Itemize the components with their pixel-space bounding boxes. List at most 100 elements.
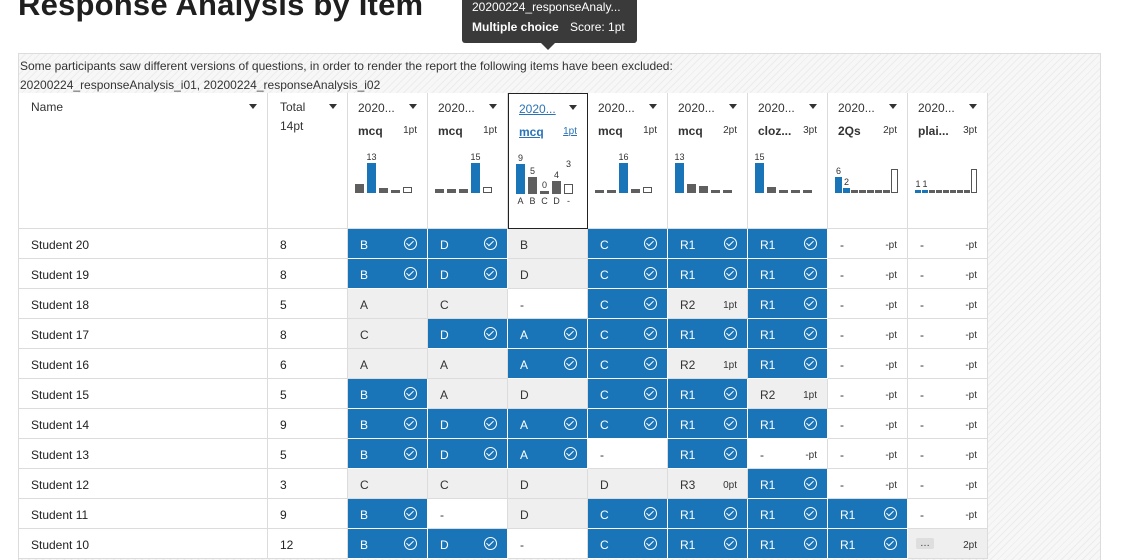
- response-cell[interactable]: C: [588, 259, 668, 289]
- response-cell[interactable]: C: [588, 379, 668, 409]
- response-cell[interactable]: D: [428, 319, 508, 349]
- response-cell[interactable]: C: [588, 499, 668, 529]
- response-cell[interactable]: R2 1pt: [668, 289, 748, 319]
- response-cell[interactable]: -: [588, 439, 668, 469]
- response-cell[interactable]: - -pt: [828, 379, 908, 409]
- item-title[interactable]: 2020...: [838, 101, 875, 115]
- response-cell[interactable]: R1: [828, 529, 908, 559]
- response-cell[interactable]: R2 1pt: [748, 379, 828, 409]
- item-title[interactable]: 2020...: [758, 101, 795, 115]
- name-column-header[interactable]: Name: [18, 93, 268, 229]
- response-cell[interactable]: A: [508, 349, 588, 379]
- response-cell[interactable]: R3 0pt: [668, 469, 748, 499]
- response-cell[interactable]: A: [508, 319, 588, 349]
- chevron-down-icon[interactable]: [809, 104, 817, 109]
- response-cell[interactable]: R1: [748, 289, 828, 319]
- response-cell[interactable]: B: [348, 229, 428, 259]
- response-cell[interactable]: B: [348, 499, 428, 529]
- response-cell[interactable]: - -pt: [908, 349, 988, 379]
- response-cell[interactable]: C: [588, 289, 668, 319]
- response-cell[interactable]: D: [508, 499, 588, 529]
- response-cell[interactable]: - -pt: [748, 439, 828, 469]
- response-cell[interactable]: R1: [668, 439, 748, 469]
- response-cell[interactable]: D: [588, 469, 668, 499]
- response-cell[interactable]: - -pt: [908, 229, 988, 259]
- response-cell[interactable]: D: [428, 529, 508, 559]
- item-column-header[interactable]: 2020... mcq 1pt 9 A 5 B 0 C 4 D 3 -: [508, 93, 588, 229]
- response-cell[interactable]: - -pt: [908, 499, 988, 529]
- response-cell[interactable]: A: [348, 289, 428, 319]
- response-cell[interactable]: - -pt: [828, 319, 908, 349]
- response-cell[interactable]: C: [588, 529, 668, 559]
- item-column-header[interactable]: 2020... mcq 1pt 16: [588, 93, 668, 229]
- item-title[interactable]: 2020...: [678, 101, 715, 115]
- response-cell[interactable]: C: [588, 409, 668, 439]
- response-cell[interactable]: R1: [668, 319, 748, 349]
- response-cell[interactable]: - -pt: [908, 439, 988, 469]
- response-cell[interactable]: A: [508, 409, 588, 439]
- response-cell[interactable]: R1: [748, 409, 828, 439]
- response-cell[interactable]: A: [428, 349, 508, 379]
- item-column-header[interactable]: 2020... mcq 1pt 13: [348, 93, 428, 229]
- more-options-icon[interactable]: …: [916, 538, 934, 549]
- response-cell[interactable]: B: [348, 439, 428, 469]
- item-title[interactable]: 2020...: [519, 102, 556, 116]
- response-cell[interactable]: R1: [828, 499, 908, 529]
- chevron-down-icon[interactable]: [889, 104, 897, 109]
- response-cell[interactable]: R1: [748, 319, 828, 349]
- response-cell[interactable]: B: [348, 409, 428, 439]
- response-cell[interactable]: - -pt: [828, 409, 908, 439]
- response-cell[interactable]: R1: [748, 259, 828, 289]
- response-cell[interactable]: R1: [748, 229, 828, 259]
- response-cell[interactable]: - -pt: [908, 409, 988, 439]
- response-cell[interactable]: C: [348, 469, 428, 499]
- response-cell[interactable]: R1: [668, 259, 748, 289]
- response-cell[interactable]: - -pt: [828, 259, 908, 289]
- item-title[interactable]: 2020...: [358, 101, 395, 115]
- chevron-down-icon[interactable]: [569, 105, 577, 110]
- item-title[interactable]: 2020...: [598, 101, 635, 115]
- response-cell[interactable]: D: [428, 259, 508, 289]
- response-cell[interactable]: R1: [668, 229, 748, 259]
- response-cell[interactable]: - -pt: [828, 349, 908, 379]
- response-cell[interactable]: -: [508, 529, 588, 559]
- total-column-header[interactable]: Total 14pt: [268, 93, 348, 229]
- chevron-down-icon[interactable]: [409, 104, 417, 109]
- response-cell[interactable]: -: [508, 289, 588, 319]
- response-cell[interactable]: -: [428, 499, 508, 529]
- response-cell[interactable]: D: [428, 229, 508, 259]
- chevron-down-icon[interactable]: [329, 104, 337, 109]
- response-cell[interactable]: - -pt: [828, 289, 908, 319]
- response-cell[interactable]: C: [588, 229, 668, 259]
- response-cell[interactable]: R1: [748, 469, 828, 499]
- response-cell[interactable]: A: [348, 349, 428, 379]
- response-cell[interactable]: R1: [668, 499, 748, 529]
- item-column-header[interactable]: 2020... mcq 1pt 15: [428, 93, 508, 229]
- response-cell[interactable]: - -pt: [908, 259, 988, 289]
- response-cell[interactable]: C: [588, 319, 668, 349]
- item-column-header[interactable]: 2020... 2Qs 2pt 6 2: [828, 93, 908, 229]
- response-cell[interactable]: R2 1pt: [668, 349, 748, 379]
- response-cell[interactable]: C: [348, 319, 428, 349]
- response-cell[interactable]: R1: [668, 379, 748, 409]
- response-cell[interactable]: C: [588, 349, 668, 379]
- item-column-header[interactable]: 2020... plai... 3pt 1 1: [908, 93, 988, 229]
- response-cell[interactable]: B: [348, 379, 428, 409]
- chevron-down-icon[interactable]: [649, 104, 657, 109]
- response-cell[interactable]: D: [508, 469, 588, 499]
- chevron-down-icon[interactable]: [969, 104, 977, 109]
- response-cell[interactable]: - -pt: [908, 469, 988, 499]
- response-cell[interactable]: - -pt: [828, 229, 908, 259]
- response-cell[interactable]: D: [428, 439, 508, 469]
- response-cell[interactable]: A: [508, 439, 588, 469]
- response-cell[interactable]: - -pt: [828, 439, 908, 469]
- item-title[interactable]: 2020...: [438, 101, 475, 115]
- response-cell[interactable]: B: [348, 529, 428, 559]
- response-cell[interactable]: C: [428, 289, 508, 319]
- response-cell[interactable]: A: [428, 379, 508, 409]
- response-cell[interactable]: D: [508, 259, 588, 289]
- chevron-down-icon[interactable]: [729, 104, 737, 109]
- response-cell[interactable]: R1: [668, 409, 748, 439]
- response-cell[interactable]: - -pt: [908, 379, 988, 409]
- response-cell[interactable]: R1: [748, 499, 828, 529]
